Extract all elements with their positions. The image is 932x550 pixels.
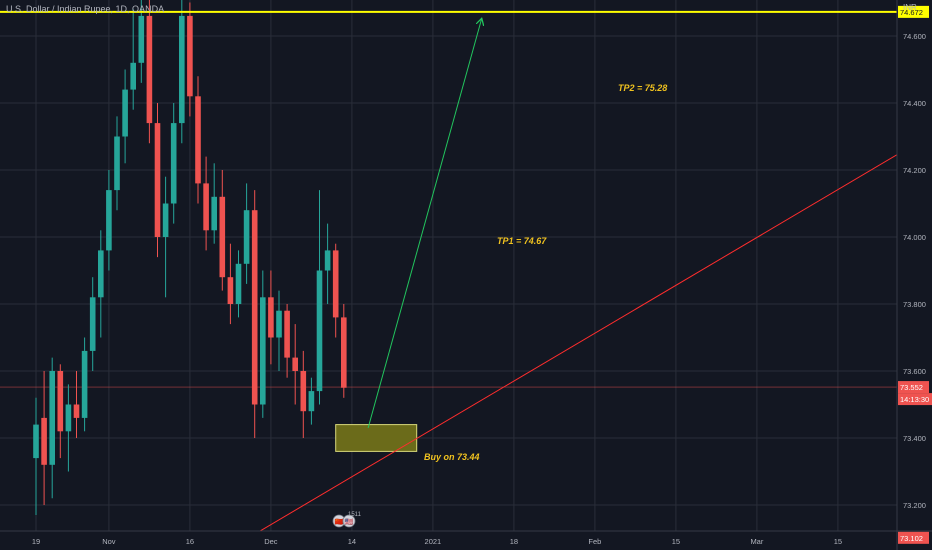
candle-body (235, 263, 242, 304)
candle-body (114, 136, 120, 191)
countdown-badge: 14:13:30 (898, 393, 932, 406)
buy-zone-box (335, 424, 418, 452)
tp1-price-badge-text: 74.672 (900, 8, 923, 17)
candle-body (57, 371, 64, 432)
trendline (259, 154, 897, 531)
countdown-badge-text: 14:13:30 (900, 395, 929, 404)
candle-body (276, 310, 282, 338)
event-badge-count: 1511 (348, 512, 362, 518)
candle-body (195, 96, 201, 184)
low-level-badge-text: 73.102 (900, 534, 923, 543)
candle-body (308, 391, 315, 412)
candle-body (89, 297, 96, 351)
symbol-title: U.S. Dollar / Indian Rupee, 1D, OANDA (6, 4, 165, 14)
currency-label: INR (903, 3, 917, 12)
candle-body (33, 424, 39, 459)
candle-body (316, 270, 323, 392)
candle-body (243, 210, 250, 264)
time-tick-label: Nov (102, 537, 116, 546)
last-price-badge-bg (898, 381, 929, 394)
candle-body (138, 15, 145, 63)
candle-body (284, 310, 290, 358)
candle-body (49, 371, 55, 465)
price-tick-label: 73.200 (903, 501, 926, 510)
last-price-badge: 73.552 (898, 381, 929, 394)
candle-body (219, 196, 226, 278)
time-tick-label: 18 (510, 537, 518, 546)
candle-body (260, 297, 266, 405)
candle-body (41, 417, 47, 465)
time-tick-label: 2021 (425, 537, 442, 546)
countdown-badge-bg (898, 393, 932, 406)
price-tick-label: 73.800 (903, 300, 926, 309)
candle-body (300, 371, 307, 412)
time-tick-label: Dec (264, 537, 278, 546)
tp1-price-badge-bg (898, 5, 929, 18)
last-price-badge-text: 73.552 (900, 383, 923, 392)
candle-body (341, 317, 347, 388)
tp1-annotation[interactable]: TP1 = 74.67 (497, 236, 547, 246)
time-tick-label: Mar (750, 537, 763, 546)
price-axis: 73.200 73.400 73.600 73.800 74.000 74.200 74.4… (903, 32, 926, 510)
time-tick-label: 14 (348, 537, 356, 546)
candle-body (227, 277, 234, 304)
low-level-badge-bg (898, 531, 929, 544)
time-axis: 19 Nov 16 Dec 14 2021 18 Feb 15 Mar 15 (32, 537, 842, 546)
price-tick-label: 74.600 (903, 32, 926, 41)
low-level-badge: 73.102 (898, 531, 929, 544)
candle-body (211, 196, 217, 231)
candle-body (122, 89, 128, 137)
price-tick-label: 74.400 (903, 99, 926, 108)
time-tick-label: 16 (186, 537, 194, 546)
time-tick-label: Feb (588, 537, 601, 546)
time-tick-label: 19 (32, 537, 40, 546)
target-arrow-1 (367, 19, 481, 429)
buy-annotation[interactable]: Buy on 73.44 (424, 452, 480, 462)
price-tick-label: 73.400 (903, 434, 926, 443)
time-tick-label: 15 (672, 537, 680, 546)
event-badges: 🇨🇳 🇺🇸1511 (332, 512, 362, 528)
event-badge-flag: 🇺🇸 (345, 518, 354, 526)
candle-body (162, 203, 169, 237)
time-tick-label: 15 (834, 537, 842, 546)
candle-body (332, 250, 339, 318)
candle-body (106, 190, 112, 251)
candle-body (98, 250, 104, 298)
candle-body (268, 297, 274, 338)
candle-body (146, 15, 153, 124)
candle-body (203, 183, 209, 231)
candle-body (73, 404, 80, 418)
candle-body (251, 210, 258, 405)
candle-body (170, 123, 177, 204)
candle-body (130, 62, 136, 90)
candle-body (81, 350, 88, 418)
price-tick-label: 74.000 (903, 233, 926, 242)
candle-body (154, 123, 161, 237)
candle-body (187, 15, 193, 97)
price-tick-label: 74.200 (903, 166, 926, 175)
price-tick-label: 73.600 (903, 367, 926, 376)
tp1-price-badge: 74.672 (898, 5, 929, 18)
candle-body (292, 357, 298, 371)
event-badge-flag: 🇨🇳 (335, 518, 344, 526)
candle-body (324, 250, 331, 271)
candle-body (65, 404, 72, 432)
candle-body (179, 15, 185, 124)
candles (33, 0, 347, 516)
tp2-annotation[interactable]: TP2 = 75.28 (618, 83, 668, 93)
event-badge (342, 514, 356, 528)
